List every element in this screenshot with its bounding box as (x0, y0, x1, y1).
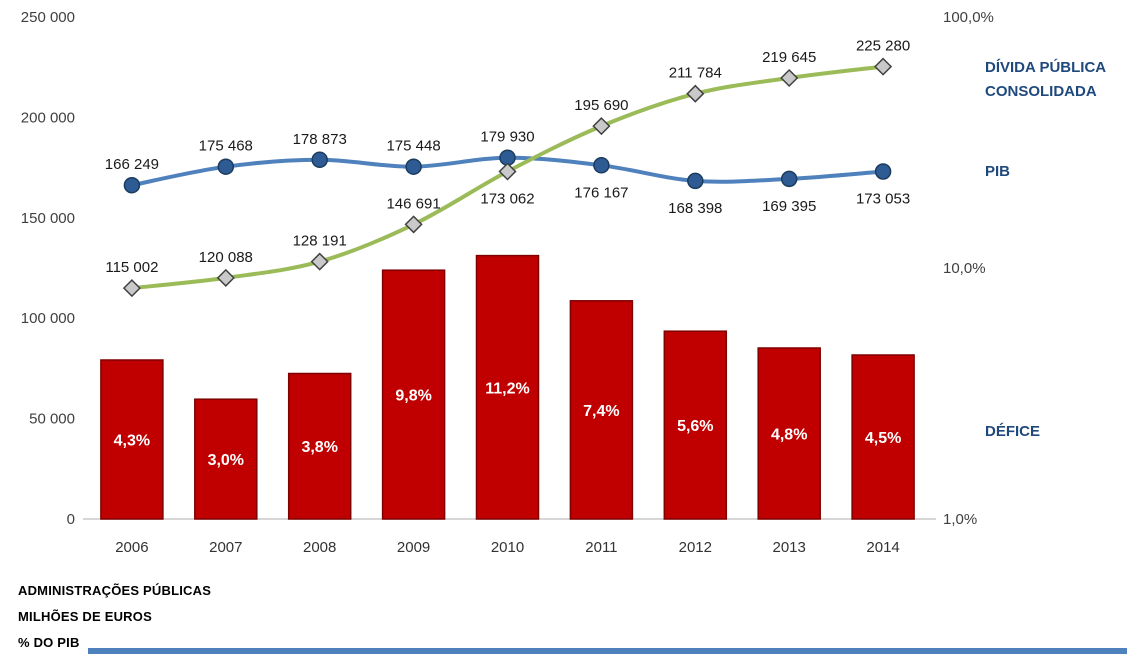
divida-marker-2006 (122, 279, 141, 298)
year-label-2012: 2012 (679, 539, 712, 556)
footnotes: ADMINISTRAÇÕES PÚBLICAS MILHÕES DE EUROS… (18, 578, 211, 654)
divida-value-label-2007: 120 088 (199, 249, 253, 266)
deficit-bar-2014 (851, 354, 915, 520)
pib-marker-2012 (687, 172, 704, 190)
deficit-label-2011: 7,4% (583, 403, 619, 420)
divida-value-label-2010: 173 062 (480, 191, 534, 208)
deficit-bar-2013 (757, 347, 821, 520)
divida-value-label-2009: 146 691 (386, 195, 440, 212)
year-label-2010: 2010 (491, 539, 524, 556)
divida-value-label-2013: 219 645 (762, 49, 816, 66)
divida-value-label-2006: 115 002 (105, 259, 158, 276)
divida-marker-2009 (404, 215, 423, 234)
divida-marker-2007 (216, 268, 235, 287)
pib-marker-2008 (311, 151, 328, 169)
pib-value-label-2010: 179 930 (480, 129, 534, 146)
deficit-label-2006: 4,3% (114, 433, 150, 450)
deficit-label-2007: 3,0% (208, 452, 244, 469)
deficit-bars: 4,3% 3,0% 3,8% 9,8% 11,2% 7,4% 5,6% 4,8% 4,5% (100, 254, 915, 520)
left-axis-tick: 0 (67, 511, 75, 528)
pib-marker-2006 (123, 176, 141, 194)
divida-value-label-2012: 211 784 (669, 65, 722, 82)
divida-marker-2013 (780, 68, 799, 88)
pib-value-label-2008: 178 873 (293, 131, 347, 148)
pib-marker-2011 (593, 157, 610, 174)
legend-divida-publica-consolidada: DÍVIDA PÚBLICA CONSOLIDADA (985, 59, 1106, 100)
x-axis-labels: 2006 2007 2008 2009 2010 2011 2012 2013 2014 (115, 539, 900, 556)
divida-value-label-2008: 128 191 (293, 233, 347, 250)
left-axis-tick: 150 000 (21, 210, 75, 227)
year-label-2013: 2013 (773, 539, 806, 556)
left-axis-tick: 50 000 (29, 411, 75, 428)
footnote-administracoes-publicas: ADMINISTRAÇÕES PÚBLICAS (18, 583, 212, 598)
pib-value-label-2009: 175 448 (386, 138, 440, 155)
left-axis-tick: 200 000 (21, 109, 75, 126)
deficit-label-2008: 3,8% (301, 439, 337, 456)
right-axis-ticks: 1,0% 10,0% 100,0% (943, 9, 994, 528)
deficit-label-2009: 9,8% (395, 388, 431, 405)
year-label-2014: 2014 (866, 539, 899, 556)
deficit-bar-2008 (287, 372, 352, 520)
pib-value-label-2013: 169 395 (762, 198, 816, 215)
deficit-bar-2009 (381, 269, 446, 520)
divida-marker-2010 (498, 162, 517, 181)
pib-value-label-2007: 175 468 (199, 138, 253, 155)
deficit-bar-2007 (194, 398, 258, 520)
divida-value-label-2014: 225 280 (856, 38, 910, 55)
deficit-label-2014: 4,5% (865, 430, 901, 447)
legend-defice: DÉFICE (985, 423, 1041, 440)
deficit-bar-2010 (475, 254, 540, 520)
pib-value-label-2006: 166 249 (105, 156, 159, 173)
footnote-percent-do-pib: % DO PIB (18, 635, 80, 650)
pib-value-label-2012: 168 398 (668, 200, 722, 217)
year-label-2007: 2007 (209, 539, 242, 556)
deficit-label-2012: 5,6% (677, 418, 713, 435)
pib-marker-2013 (780, 170, 798, 188)
pib-value-label-2014: 173 053 (856, 191, 910, 208)
year-label-2006: 2006 (115, 539, 148, 556)
pib-marker-2009 (405, 158, 422, 175)
year-label-2009: 2009 (397, 539, 430, 556)
right-axis-tick: 1,0% (943, 511, 977, 528)
deficit-label-2010: 11,2% (485, 380, 529, 397)
deficit-bar-2011 (569, 300, 634, 520)
divida-marker-2014 (874, 57, 893, 76)
pib-value-label-2011: 176 167 (574, 184, 628, 201)
year-label-2008: 2008 (303, 539, 336, 556)
divida-marker-2008 (310, 252, 329, 271)
right-axis-tick: 10,0% (943, 260, 986, 277)
pib-marker-2007 (217, 158, 235, 175)
pib-series: 166 249 175 468 178 873 175 448 179 930 176 1… (105, 129, 910, 217)
deficit-bar-2012 (663, 330, 728, 520)
divida-marker-2012 (686, 84, 705, 103)
divida-value-label-2011: 195 690 (574, 97, 628, 114)
left-axis-tick: 100 000 (21, 310, 75, 327)
year-label-2011: 2011 (585, 539, 617, 556)
divida-series: 115 002 120 088 128 191 146 691 173 062 195 6… (105, 38, 910, 298)
deficit-bar-2006 (100, 359, 164, 520)
left-axis-ticks: 0 50 000 100 000 150 000 200 000 250 000 (21, 9, 75, 528)
pib-marker-2014 (874, 163, 892, 180)
deficit-label-2013: 4,8% (771, 427, 807, 444)
legend-pib: PIB (985, 163, 1011, 180)
left-axis-tick: 250 000 (21, 9, 75, 26)
right-axis-tick: 100,0% (943, 9, 994, 26)
divida-marker-2011 (592, 117, 611, 136)
footnote-milhoes-de-euros: MILHÕES DE EUROS (18, 609, 152, 624)
bottom-border-bar (88, 648, 1127, 654)
